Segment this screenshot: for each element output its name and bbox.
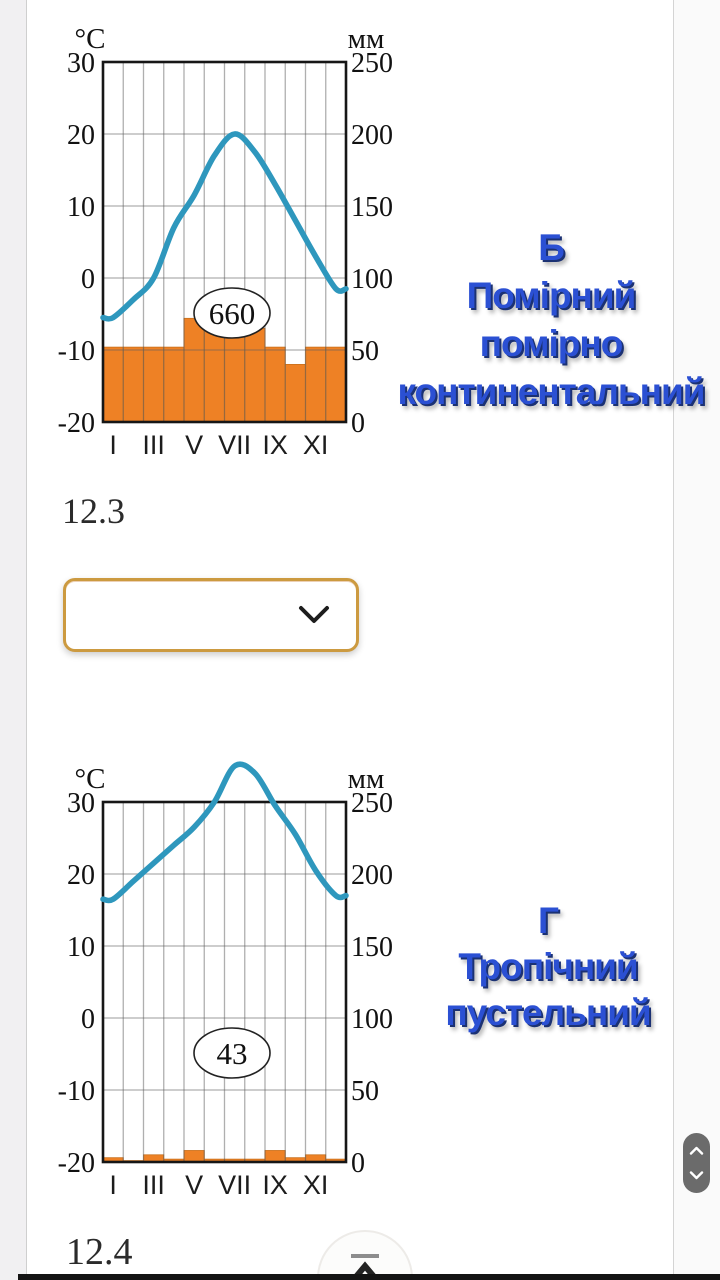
svg-text:мм: мм [348,23,385,55]
climate-name-line: пустельний [445,992,651,1033]
climate-name-line: Тропічний [458,946,638,987]
svg-text:V: V [185,1170,203,1200]
svg-text:I: I [109,430,117,460]
svg-text:660: 660 [209,296,256,331]
svg-text:°C: °C [75,763,106,795]
svg-text:VII: VII [218,1170,251,1200]
right-scrollbar-gutter[interactable] [673,0,720,1280]
svg-text:20: 20 [67,120,95,151]
svg-text:100: 100 [351,264,393,295]
svg-text:IX: IX [262,430,288,460]
chevron-up-icon [689,1147,704,1156]
svg-text:0: 0 [81,264,95,295]
svg-text:XI: XI [303,430,329,460]
svg-text:150: 150 [351,932,393,963]
answer-letter: Б [538,227,565,268]
svg-text:100: 100 [351,1004,393,1035]
svg-text:20: 20 [67,860,95,891]
answer-label-b: Б Помірний помірно континентальний [382,224,720,416]
svg-text:VII: VII [218,430,251,460]
svg-text:III: III [142,430,165,460]
svg-text:10: 10 [67,192,95,223]
climate-name-line: континентальний [397,371,706,412]
svg-text:мм: мм [348,763,385,795]
svg-text:50: 50 [351,336,379,367]
climate-name-line: помірно [479,323,624,364]
svg-text:200: 200 [351,120,393,151]
svg-text:-10: -10 [58,1076,95,1107]
left-gutter [0,0,27,1280]
scroll-down-button[interactable] [683,1169,710,1182]
scroll-up-down-control [683,1133,710,1193]
svg-text:IX: IX [262,1170,288,1200]
svg-text:250: 250 [351,48,393,79]
answer-label-g: Г Тропічний пустельний [396,898,700,1036]
svg-text:50: 50 [351,1076,379,1107]
svg-text:°C: °C [75,23,106,55]
svg-text:43: 43 [217,1036,248,1071]
scroll-to-top-button[interactable] [317,1230,413,1280]
svg-text:200: 200 [351,860,393,891]
svg-text:-20: -20 [58,408,95,439]
svg-text:XI: XI [303,1170,329,1200]
chevron-down-icon [299,606,329,623]
question-number-12-3: 12.3 [62,491,125,531]
question-number-12-4: 12.4 [66,1231,133,1273]
answer-letter: Г [538,900,559,941]
svg-text:0: 0 [81,1004,95,1035]
svg-text:30: 30 [67,48,95,79]
svg-text:III: III [142,1170,165,1200]
svg-text:0: 0 [351,408,365,439]
scroll-up-button[interactable] [683,1144,710,1157]
chevron-down-icon [689,1170,704,1179]
bottom-divider [18,1274,720,1280]
climate-select-dropdown[interactable] [63,578,359,652]
svg-text:30: 30 [67,788,95,819]
svg-text:I: I [109,1170,117,1200]
climate-name-line: Помірний [466,275,637,316]
svg-text:250: 250 [351,788,393,819]
svg-text:V: V [185,430,203,460]
svg-text:10: 10 [67,932,95,963]
svg-text:-10: -10 [58,336,95,367]
svg-text:0: 0 [351,1148,365,1179]
svg-text:-20: -20 [58,1148,95,1179]
svg-text:150: 150 [351,192,393,223]
